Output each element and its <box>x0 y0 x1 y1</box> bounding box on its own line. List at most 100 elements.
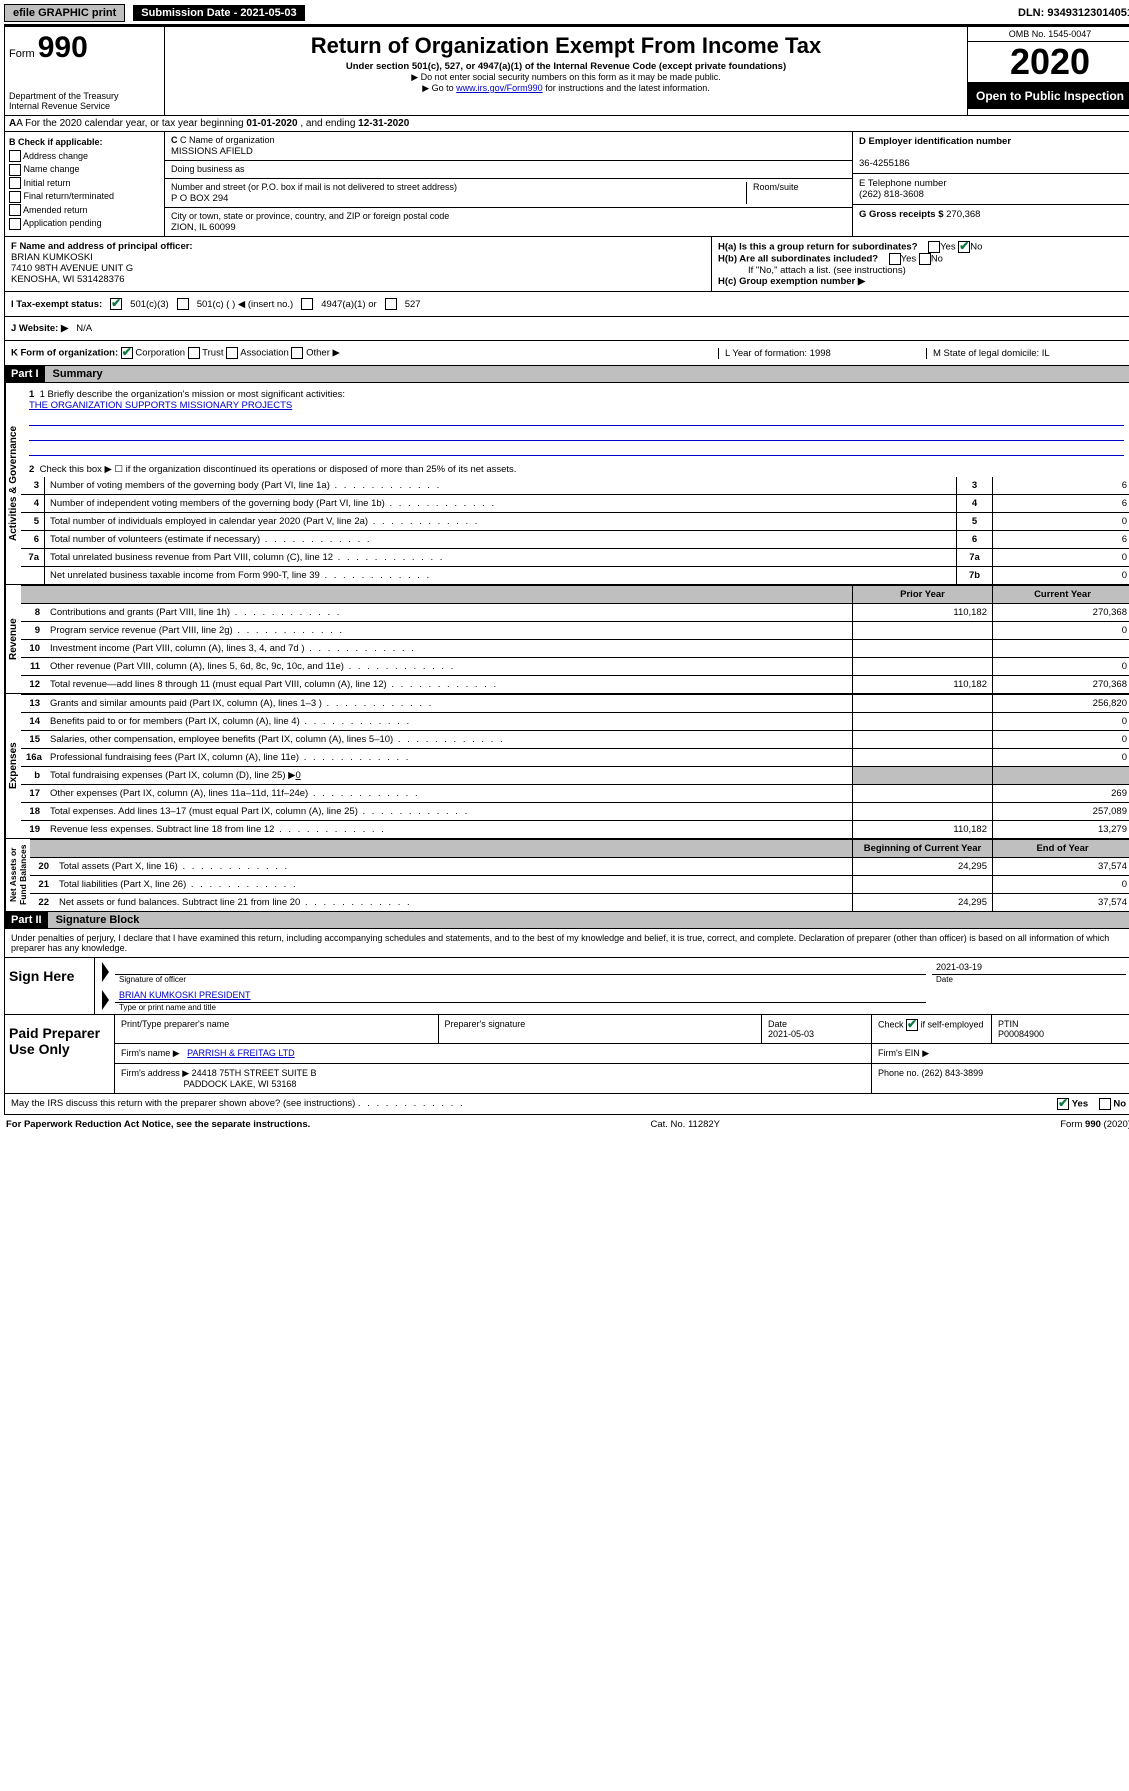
q1-mission: 1 1 Briefly describe the organization's … <box>21 383 1129 464</box>
part2-header: Part II Signature Block <box>4 912 1129 929</box>
check-other[interactable] <box>291 347 303 359</box>
vert-netassets: Net Assets orFund Balances <box>5 839 30 911</box>
netassets-line: 20Total assets (Part X, line 16)24,29537… <box>30 857 1129 875</box>
section-bcde: B Check if applicable: Address change Na… <box>4 132 1129 237</box>
firm-address: 24418 75TH STREET SUITE B <box>192 1068 317 1078</box>
mission-text[interactable]: THE ORGANIZATION SUPPORTS MISSIONARY PRO… <box>29 400 292 411</box>
paid-preparer-label: Paid Preparer Use Only <box>5 1015 115 1093</box>
officer-name: BRIAN KUMKOSKI <box>11 252 93 263</box>
form-number: Form 990 <box>9 31 160 65</box>
k-row: K Form of organization: Corporation Trus… <box>4 341 1129 366</box>
check-initial-return[interactable] <box>9 177 21 189</box>
q2-checkbox: 2 Check this box ▶ ☐ if the organization… <box>21 464 1129 477</box>
check-501c3[interactable] <box>110 298 122 310</box>
revenue-line: 8Contributions and grants (Part VIII, li… <box>21 603 1129 621</box>
hb-no[interactable] <box>919 253 931 265</box>
summary-line: Net unrelated business taxable income fr… <box>21 566 1129 584</box>
form-subtitle: Under section 501(c), 527, or 4947(a)(1)… <box>169 61 963 72</box>
expense-line: bTotal fundraising expenses (Part IX, co… <box>21 766 1129 784</box>
activities-governance: Activities & Governance 1 1 Briefly desc… <box>4 383 1129 585</box>
vert-expenses: Expenses <box>5 694 21 838</box>
top-bar: efile GRAPHIC print Submission Date - 20… <box>4 4 1129 26</box>
org-city: ZION, IL 60099 <box>171 222 236 233</box>
expense-line: 17Other expenses (Part IX, column (A), l… <box>21 784 1129 802</box>
netassets-section: Net Assets orFund Balances Beginning of … <box>4 839 1129 912</box>
tax-year: 2020 <box>968 42 1129 83</box>
summary-line: 5Total number of individuals employed in… <box>21 512 1129 530</box>
expenses-section: Expenses 13Grants and similar amounts pa… <box>4 694 1129 839</box>
org-address: P O BOX 294 <box>171 193 228 204</box>
form-title: Return of Organization Exempt From Incom… <box>169 33 963 59</box>
tax-exempt-row: I Tax-exempt status: 501(c)(3) 501(c) ( … <box>4 292 1129 317</box>
officer-printed-name: BRIAN KUMKOSKI PRESIDENT <box>115 988 926 1003</box>
year-formation: L Year of formation: 1998 <box>718 348 918 359</box>
revenue-section: Revenue Prior Year Current Year 8Contrib… <box>4 585 1129 694</box>
firm-name[interactable]: PARRISH & FREITAG LTD <box>187 1048 295 1058</box>
firm-address2: PADDOCK LAKE, WI 53168 <box>184 1079 297 1089</box>
omb-number: OMB No. 1545-0047 <box>968 27 1129 42</box>
expense-line: 16aProfessional fundraising fees (Part I… <box>21 748 1129 766</box>
check-name-change[interactable] <box>9 164 21 176</box>
discuss-row: May the IRS discuss this return with the… <box>5 1093 1129 1114</box>
dept-label: Department of the Treasury Internal Reve… <box>9 91 160 111</box>
note-link: ▶ Go to www.irs.gov/Form990 for instruct… <box>169 83 963 94</box>
revenue-line: 11Other revenue (Part VIII, column (A), … <box>21 657 1129 675</box>
check-assoc[interactable] <box>226 347 238 359</box>
check-501c[interactable] <box>177 298 189 310</box>
ha-no[interactable] <box>958 241 970 253</box>
officer-addr1: 7410 98TH AVENUE UNIT G <box>11 263 133 274</box>
sig-date: 2021-03-19 <box>932 960 1126 975</box>
ptin: P00084900 <box>998 1029 1044 1039</box>
check-app-pending[interactable] <box>9 218 21 230</box>
revenue-line: 10Investment income (Part VIII, column (… <box>21 639 1129 657</box>
expense-line: 18Total expenses. Add lines 13–17 (must … <box>21 802 1129 820</box>
expense-line: 14Benefits paid to or for members (Part … <box>21 712 1129 730</box>
discuss-no[interactable] <box>1099 1098 1111 1110</box>
summary-line: 7aTotal unrelated business revenue from … <box>21 548 1129 566</box>
instructions-link[interactable]: www.irs.gov/Form990 <box>456 83 543 93</box>
form-header: Form 990 Department of the Treasury Inte… <box>4 26 1129 116</box>
summary-line: 4Number of independent voting members of… <box>21 494 1129 512</box>
expense-line: 15Salaries, other compensation, employee… <box>21 730 1129 748</box>
org-name: MISSIONS AFIELD <box>171 146 253 157</box>
row-a-tax-year: AA For the 2020 calendar year, or tax ye… <box>4 116 1129 132</box>
submission-date: Submission Date - 2021-05-03 <box>133 5 304 21</box>
hb-yes[interactable] <box>889 253 901 265</box>
check-final-return[interactable] <box>9 191 21 203</box>
check-4947[interactable] <box>301 298 313 310</box>
vert-activities: Activities & Governance <box>5 383 21 584</box>
part1-header: Part I Summary <box>4 366 1129 383</box>
ein: 36-4255186 <box>859 158 910 169</box>
officer-signature[interactable] <box>115 960 926 975</box>
note-ssn: ▶ Do not enter social security numbers o… <box>169 72 963 83</box>
check-amended[interactable] <box>9 204 21 216</box>
self-employed-check[interactable] <box>906 1019 918 1031</box>
revenue-line: 12Total revenue—add lines 8 through 11 (… <box>21 675 1129 693</box>
netassets-line: 21Total liabilities (Part X, line 26)0 <box>30 875 1129 893</box>
summary-line: 6Total number of volunteers (estimate if… <box>21 530 1129 548</box>
col-b-checkboxes: B Check if applicable: Address change Na… <box>5 132 165 236</box>
dln: DLN: 93493123014051 <box>1018 7 1129 19</box>
ha-yes[interactable] <box>928 241 940 253</box>
summary-line: 3Number of voting members of the governi… <box>21 477 1129 494</box>
website-row: J Website: ▶ N/A <box>4 317 1129 341</box>
perjury-declaration: Under penalties of perjury, I declare th… <box>5 929 1129 957</box>
prep-date: 2021-05-03 <box>768 1029 814 1039</box>
website-value: N/A <box>76 323 92 334</box>
section-fh: F Name and address of principal officer:… <box>4 237 1129 292</box>
efile-button[interactable]: efile GRAPHIC print <box>4 4 125 22</box>
vert-revenue: Revenue <box>5 585 21 693</box>
expense-line: 19Revenue less expenses. Subtract line 1… <box>21 820 1129 838</box>
revenue-line: 9Program service revenue (Part VIII, lin… <box>21 621 1129 639</box>
officer-addr2: KENOSHA, WI 531428376 <box>11 274 125 285</box>
check-trust[interactable] <box>188 347 200 359</box>
check-527[interactable] <box>385 298 397 310</box>
check-corp[interactable] <box>121 347 133 359</box>
gross-receipts: 270,368 <box>946 209 980 220</box>
discuss-yes[interactable] <box>1057 1098 1069 1110</box>
telephone: (262) 818-3608 <box>859 189 924 200</box>
state-domicile: M State of legal domicile: IL <box>926 348 1126 359</box>
firm-phone: (262) 843-3899 <box>922 1068 984 1078</box>
check-address-change[interactable] <box>9 150 21 162</box>
paperwork-footer: For Paperwork Reduction Act Notice, see … <box>4 1115 1129 1134</box>
